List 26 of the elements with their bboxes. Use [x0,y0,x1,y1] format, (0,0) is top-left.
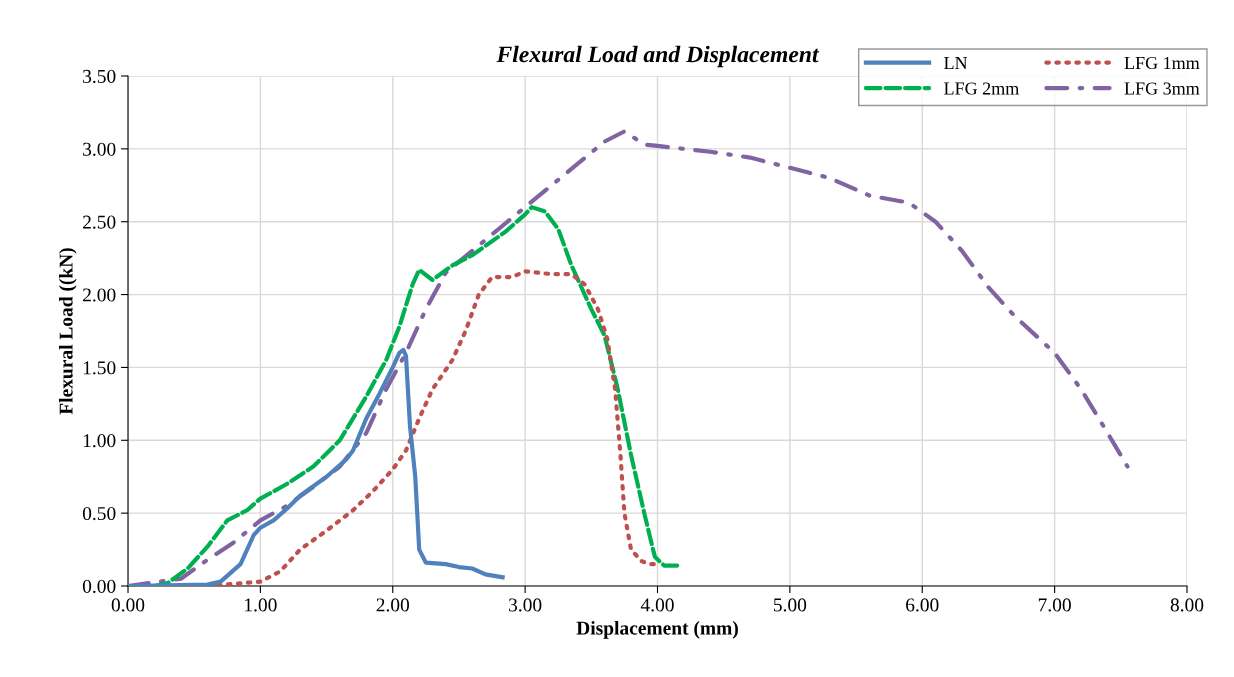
legend-label: LN [944,57,968,69]
y-tick-label: 2.50 [83,215,116,229]
legend-label: LFG 3mm [1124,82,1200,95]
y-tick-label: 0.00 [82,579,116,594]
x-tick-label: 7.00 [1038,598,1071,612]
y-tick-label: 3.00 [83,142,116,156]
line-series [128,347,505,586]
y-tick-label: 2.00 [83,288,116,302]
y-tick-label: 1.50 [83,361,116,375]
x-tick-label: 1.00 [245,598,277,612]
y-axis-title: Flexural Load ((kN) [58,248,77,415]
line-series [128,129,1130,586]
x-tick-label: 2.00 [376,598,410,612]
x-tick-label: 3.00 [509,598,542,612]
legend-label: LFG 1mm [1124,56,1200,70]
x-tick-label: 5.00 [773,598,807,612]
y-tick-label: 0.50 [82,506,116,521]
legend-label: LFG 2mm [944,82,1020,95]
y-tick-label: 1.00 [83,434,116,448]
x-tick-label: 0.00 [111,598,145,612]
x-tick-label: 4.00 [640,598,674,612]
x-tick-label: 8.00 [1170,598,1204,612]
y-tick-label: 3.50 [83,69,116,84]
chart-title: Flexural Load and Displacement [496,45,820,68]
x-axis-title: Displacement (mm) [576,620,738,639]
x-tick-label: 6.00 [906,598,939,612]
